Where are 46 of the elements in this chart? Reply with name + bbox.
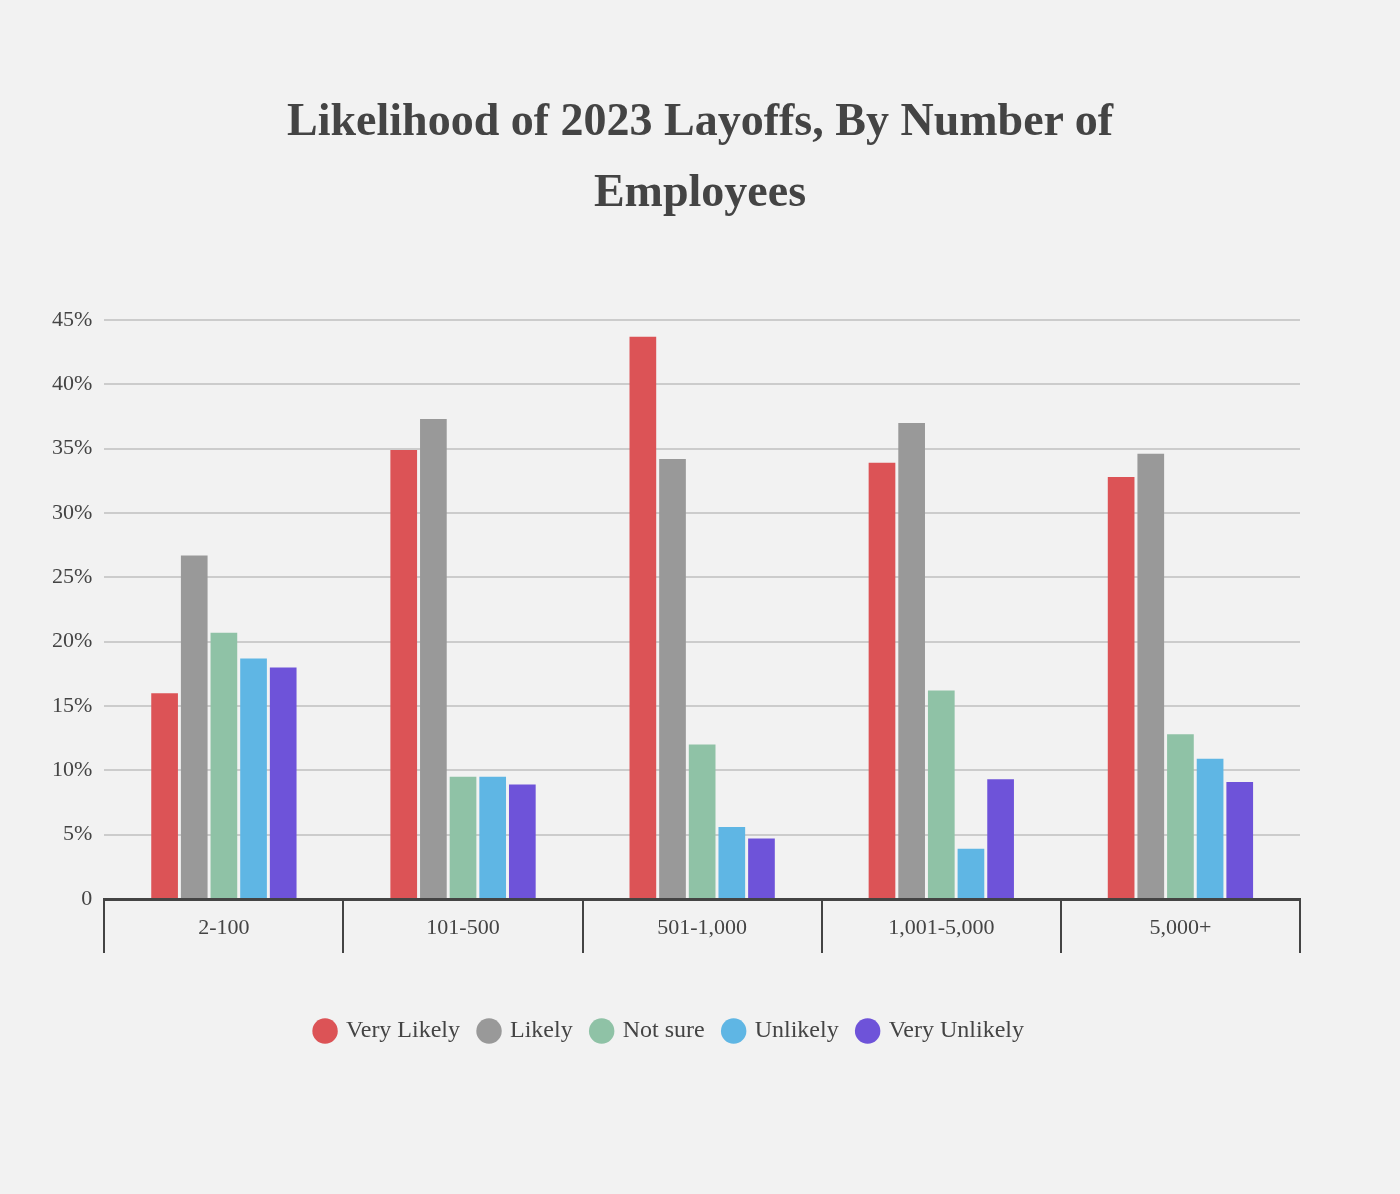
bar: [718, 826, 746, 898]
bar: [1226, 781, 1254, 898]
bar: [898, 422, 925, 898]
y-tick-label: 35%: [52, 434, 93, 460]
bar: [240, 658, 267, 898]
legend-label: Likely: [510, 1016, 573, 1043]
bar: [210, 632, 238, 898]
x-tick-label: 101-500: [426, 913, 500, 939]
x-tick-label: 1,001-5,000: [888, 913, 995, 939]
bar: [748, 838, 775, 898]
legend-label: Very Unlikely: [888, 1016, 1024, 1043]
bar: [868, 462, 896, 898]
y-tick-label: 25%: [52, 563, 93, 589]
bar: [1137, 453, 1165, 898]
bar: [449, 776, 477, 898]
x-tick-label: 2-100: [198, 913, 250, 939]
bar: [688, 744, 716, 898]
bar: [420, 419, 447, 898]
bar: [269, 667, 297, 898]
bar: [151, 693, 178, 898]
bar: [927, 690, 955, 898]
bar: [180, 555, 208, 898]
x-tick-label: 501-1,000: [657, 913, 748, 939]
y-tick-label: 30%: [52, 498, 93, 524]
x-tick-label: 5,000+: [1149, 913, 1212, 939]
bar: [479, 776, 507, 898]
bar: [508, 784, 536, 898]
y-tick-label: 15%: [52, 691, 93, 717]
bar: [987, 779, 1014, 898]
y-tick-label: 0: [81, 884, 93, 910]
legend-label: Unlikely: [754, 1016, 839, 1043]
y-tick-label: 40%: [52, 370, 93, 396]
bar: [957, 848, 985, 898]
y-tick-label: 5%: [63, 820, 93, 846]
bar: [390, 449, 418, 898]
bar: [1167, 734, 1194, 898]
bar: [659, 458, 686, 898]
chart-title: Likelihood of 2023 Layoffs, By Number of Employees: [286, 93, 1115, 219]
y-tick-label: 10%: [52, 756, 93, 782]
bar: [1107, 476, 1135, 898]
y-tick-label: 20%: [52, 627, 93, 653]
bar: [629, 336, 657, 898]
y-tick-label: 45%: [52, 305, 93, 331]
bar: [1196, 758, 1224, 898]
legend-label: Not sure: [622, 1016, 705, 1043]
legend-label: Very Likely: [346, 1016, 461, 1043]
